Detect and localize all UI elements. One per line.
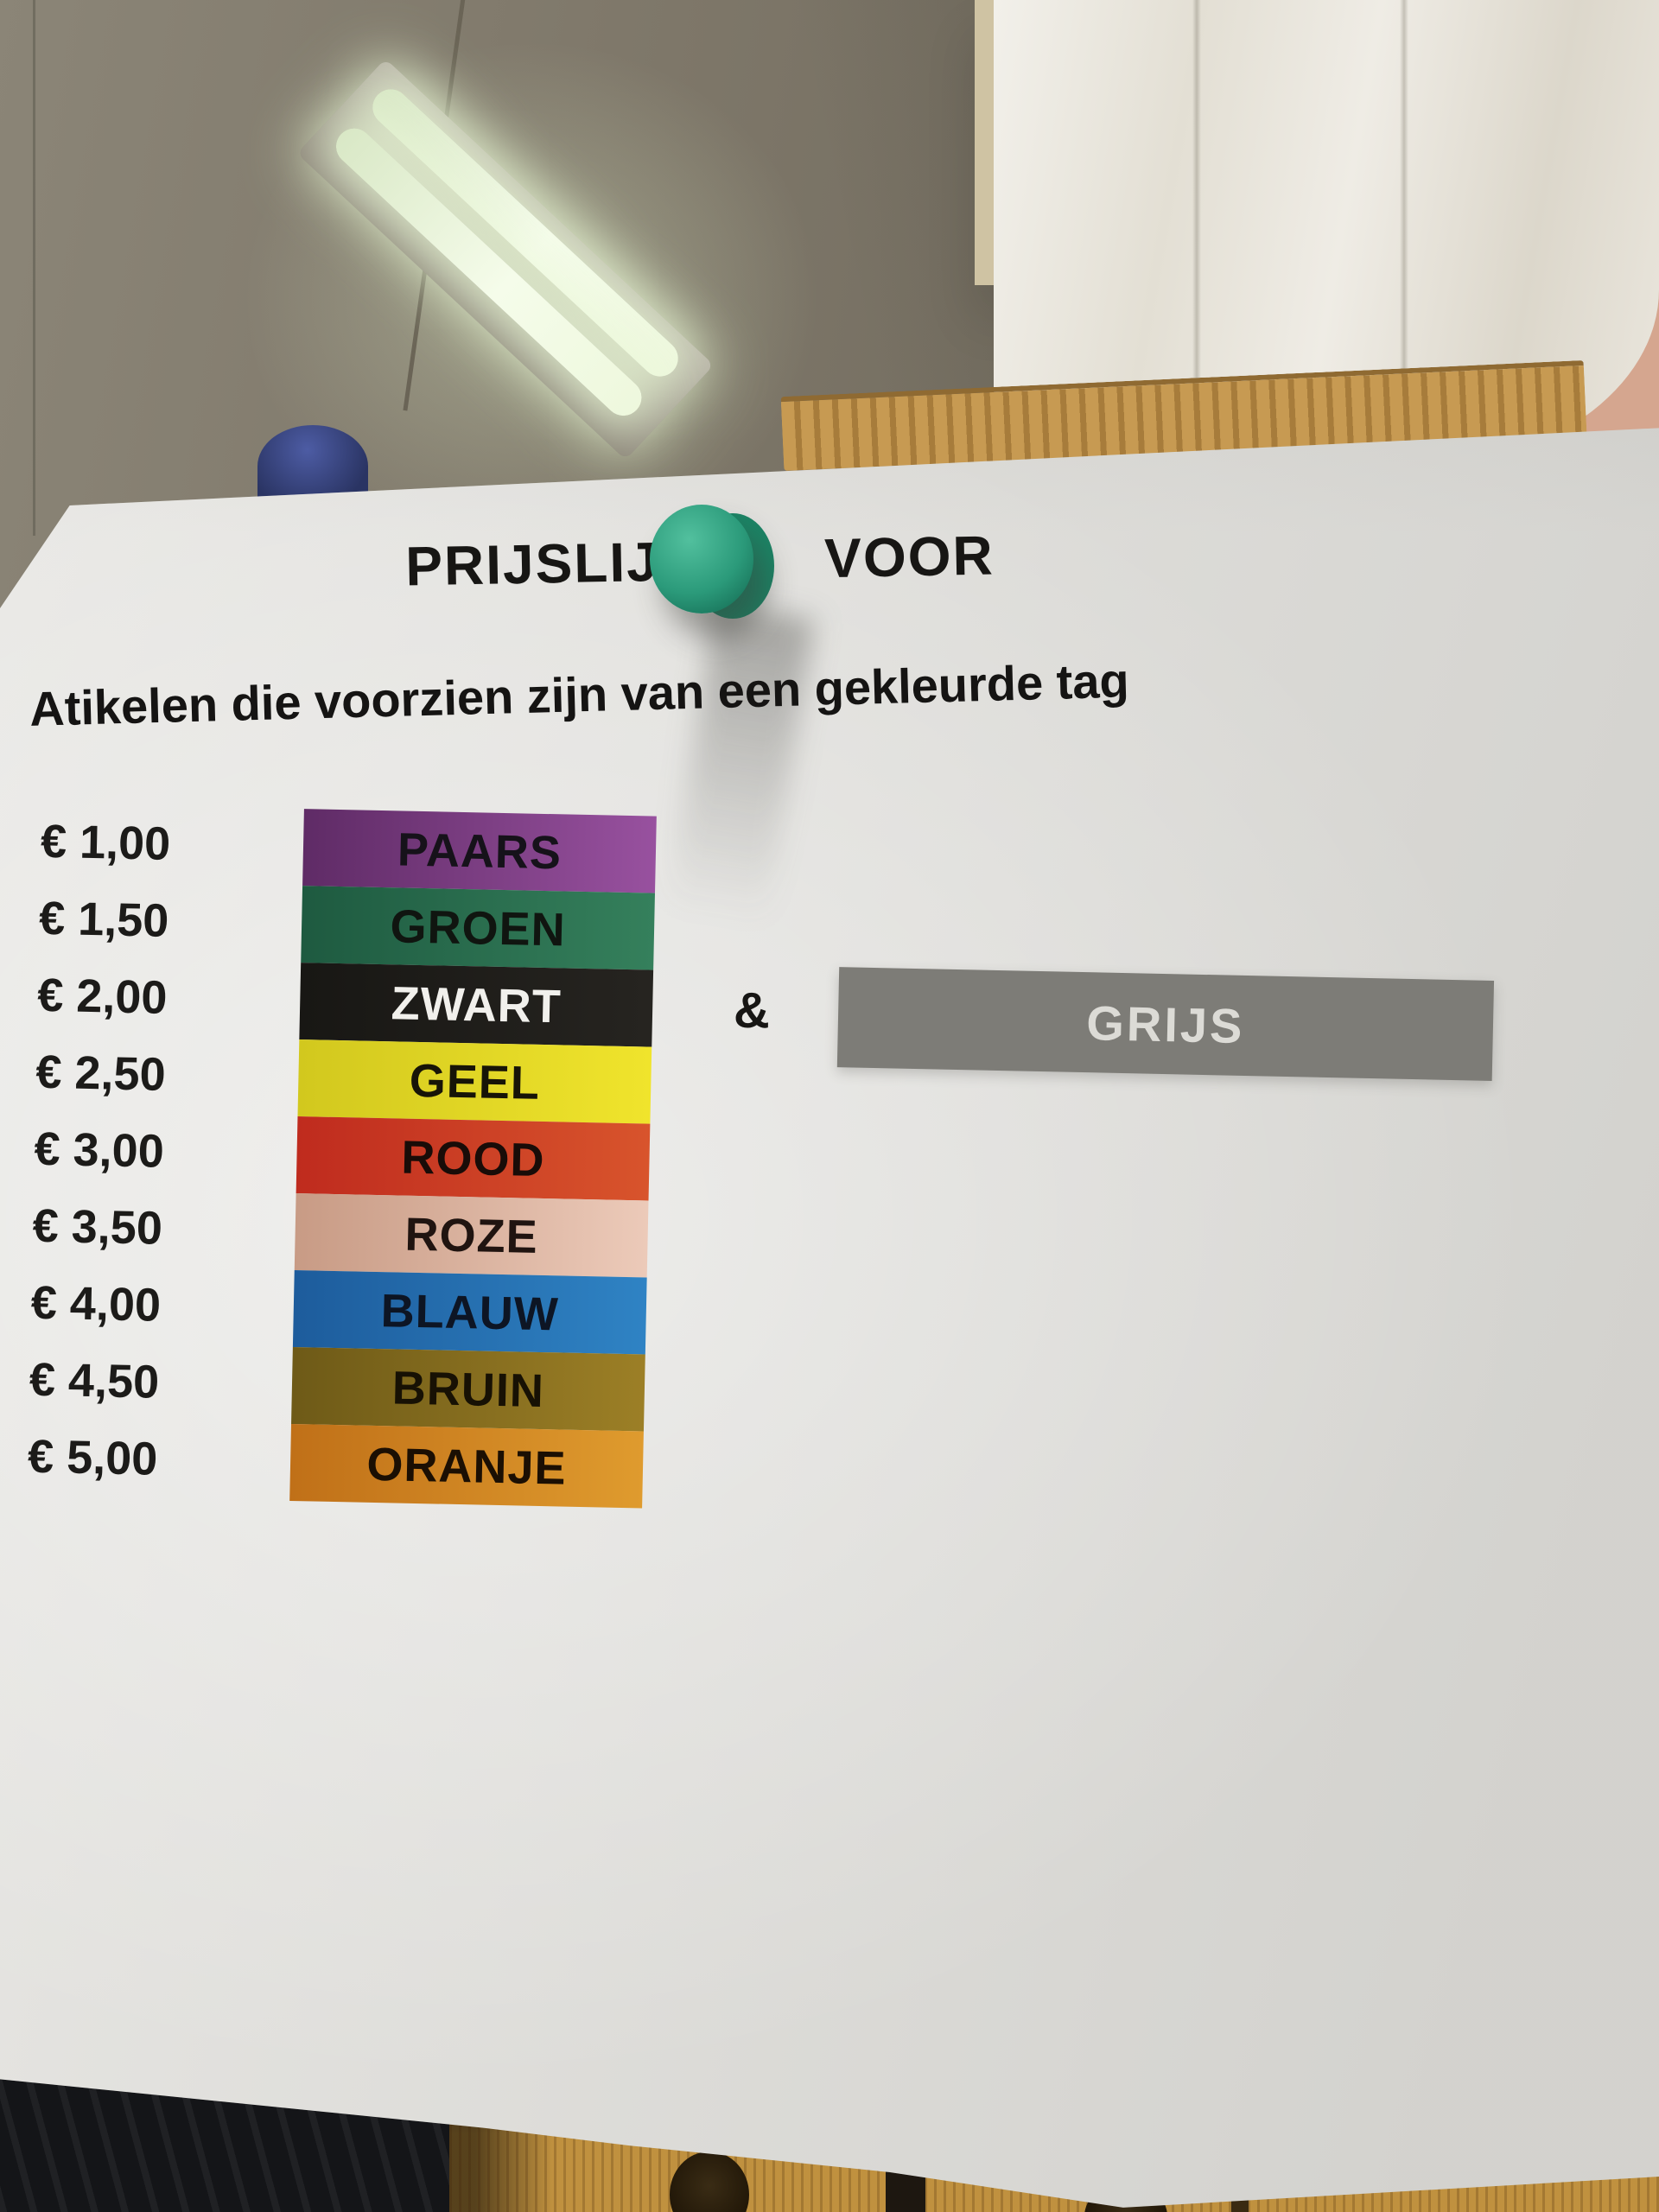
plank-hole bbox=[670, 2152, 749, 2212]
color-bar: BLAUW bbox=[292, 1269, 647, 1355]
color-bar: GEEL bbox=[297, 1039, 652, 1124]
grijs-bar: GRIJS bbox=[836, 967, 1495, 1081]
color-bar: ORANJE bbox=[289, 1423, 644, 1509]
price-value: € 2,50 bbox=[35, 1046, 167, 1101]
color-bar-label: BLAUW bbox=[380, 1284, 560, 1340]
color-bar-label: ORANJE bbox=[365, 1438, 568, 1495]
price-value: € 3,00 bbox=[33, 1122, 165, 1178]
wall-corner-line bbox=[33, 0, 35, 536]
price-value: € 4,50 bbox=[29, 1353, 160, 1408]
color-bar: BRUIN bbox=[291, 1346, 645, 1432]
color-bar: PAARS bbox=[302, 809, 657, 893]
color-bar-label: BRUIN bbox=[391, 1361, 545, 1417]
color-bar-label: GROEN bbox=[389, 899, 567, 956]
coat-fold bbox=[1400, 0, 1408, 471]
color-bar-label: ROOD bbox=[400, 1131, 546, 1186]
price-value: € 2,00 bbox=[36, 969, 168, 1024]
green-pushpin bbox=[650, 503, 779, 626]
color-bar: GROEN bbox=[301, 886, 655, 970]
price-value: € 5,00 bbox=[27, 1430, 158, 1485]
price-table: € 1,00 PAARS € 1,50 GROEN € 2,00 ZWART €… bbox=[0, 803, 1555, 1553]
color-bar-label: PAARS bbox=[397, 823, 563, 879]
price-value: € 1,00 bbox=[40, 815, 171, 870]
grijs-bar-label: GRIJS bbox=[1085, 995, 1246, 1053]
color-bar: ROOD bbox=[296, 1116, 651, 1201]
color-bar-label: ROZE bbox=[404, 1208, 539, 1263]
pushpin-cap bbox=[650, 505, 753, 613]
price-value: € 3,50 bbox=[32, 1199, 163, 1255]
coat-fold bbox=[1192, 0, 1201, 471]
color-bar: ZWART bbox=[299, 963, 654, 1047]
color-bar: ROZE bbox=[294, 1193, 649, 1278]
price-value: € 4,00 bbox=[30, 1276, 162, 1332]
color-bar-label: ZWART bbox=[391, 976, 563, 1033]
color-bar-label: GEEL bbox=[409, 1054, 541, 1109]
ampersand: & bbox=[733, 982, 771, 1039]
price-value: € 1,50 bbox=[38, 892, 169, 947]
